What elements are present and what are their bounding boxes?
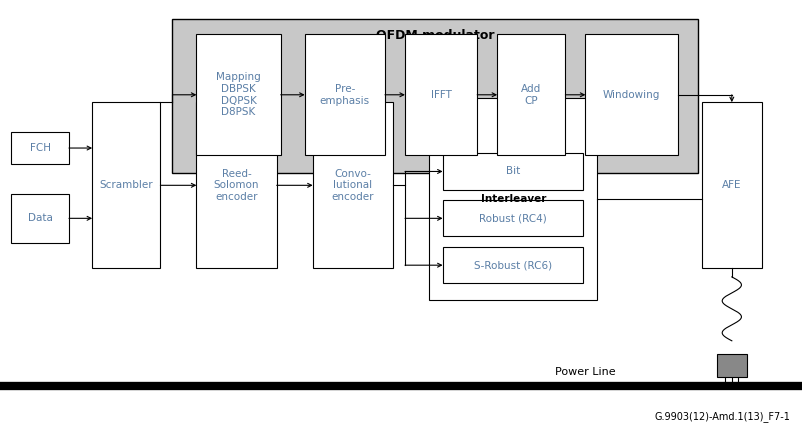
Text: Interleaver: Interleaver xyxy=(480,194,546,204)
Text: Robust (RC4): Robust (RC4) xyxy=(479,213,547,223)
Bar xyxy=(313,102,393,268)
Text: Power Line: Power Line xyxy=(555,367,616,377)
Text: Data: Data xyxy=(27,213,53,223)
Text: Add
CP: Add CP xyxy=(521,84,541,106)
Bar xyxy=(443,200,583,236)
Bar xyxy=(717,354,747,377)
Bar xyxy=(305,34,385,155)
Bar xyxy=(443,247,583,283)
Text: IFFT: IFFT xyxy=(431,90,452,100)
Text: AFE: AFE xyxy=(722,180,742,190)
Text: Windowing: Windowing xyxy=(603,90,660,100)
Bar xyxy=(172,19,698,173)
Text: Pre-
emphasis: Pre- emphasis xyxy=(320,84,370,106)
Text: FCH: FCH xyxy=(30,143,51,153)
Bar xyxy=(443,153,583,190)
Bar xyxy=(405,34,477,155)
Bar xyxy=(702,102,762,268)
Bar xyxy=(196,102,277,268)
Text: Scrambler: Scrambler xyxy=(99,180,153,190)
Text: Bit: Bit xyxy=(506,167,520,176)
Bar xyxy=(11,194,69,243)
Text: S-Robust (RC6): S-Robust (RC6) xyxy=(474,260,552,270)
Bar xyxy=(497,34,565,155)
Text: Mapping
DBPSK
DQPSK
D8PSK: Mapping DBPSK DQPSK D8PSK xyxy=(217,72,261,117)
Text: G.9903(12)-Amd.1(13)_F7-1: G.9903(12)-Amd.1(13)_F7-1 xyxy=(654,411,790,422)
Text: Reed-
Solomon
encoder: Reed- Solomon encoder xyxy=(214,169,259,202)
Bar xyxy=(196,34,281,155)
Text: Convo-
lutional
encoder: Convo- lutional encoder xyxy=(332,169,374,202)
Bar xyxy=(585,34,678,155)
Text: OFDM modulator: OFDM modulator xyxy=(376,29,494,42)
Bar xyxy=(429,98,597,300)
Bar xyxy=(11,132,69,164)
Bar xyxy=(92,102,160,268)
